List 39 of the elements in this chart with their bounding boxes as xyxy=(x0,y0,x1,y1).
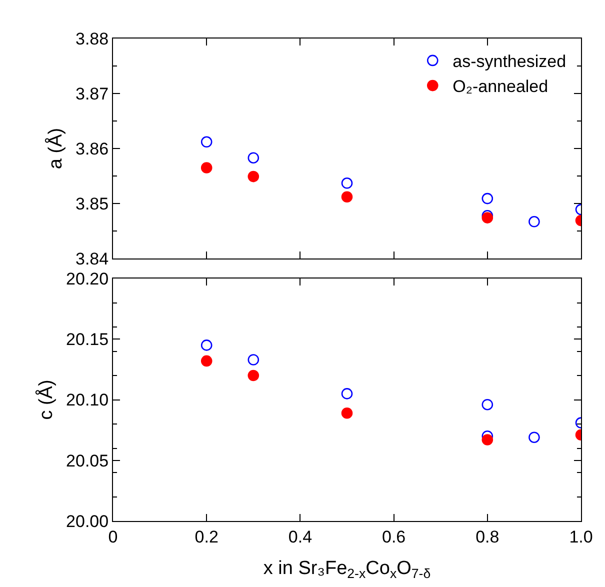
y-tick-label: 3.85 xyxy=(76,194,109,214)
x-tick-label: 0.4 xyxy=(288,527,312,546)
y-tick-label: 20.20 xyxy=(66,269,109,288)
point xyxy=(248,152,260,164)
point xyxy=(200,136,212,148)
y-tick-label: 20.00 xyxy=(66,512,109,531)
point xyxy=(482,434,494,446)
x-axis-title: x in Sr₃Fe$_{2-x}$Co$_{x}$O$_{7-δ}$ xyxy=(263,558,431,582)
y-tick-label: 20.05 xyxy=(66,451,109,470)
y-tick-label: 3.87 xyxy=(76,84,109,104)
legend-label: as-synthesized xyxy=(452,52,566,72)
x-tick-label: 0.2 xyxy=(194,527,218,546)
point xyxy=(248,170,260,182)
x-tick-label: 0.8 xyxy=(476,527,500,546)
point xyxy=(482,398,494,410)
y-tick-label: 20.15 xyxy=(66,330,109,350)
y-tick-label: 3.86 xyxy=(76,139,109,158)
point xyxy=(341,388,353,400)
point xyxy=(200,162,212,174)
point xyxy=(341,407,353,419)
point xyxy=(248,354,260,366)
point xyxy=(528,432,540,443)
x-tick-label: 0 xyxy=(108,527,118,546)
point xyxy=(482,212,494,224)
point xyxy=(528,216,540,228)
y-tick-label: 3.88 xyxy=(76,29,109,48)
y-tick-label: 20.10 xyxy=(66,390,109,410)
point xyxy=(200,340,212,351)
y-tick-label: 3.84 xyxy=(76,249,109,268)
y-axis-title: a (Å) xyxy=(44,128,66,170)
point xyxy=(341,178,353,189)
point xyxy=(341,191,353,203)
point xyxy=(200,355,212,367)
x-tick-label: 0.6 xyxy=(382,527,406,546)
y-axis-title: c (Å) xyxy=(34,380,57,420)
legend-label: O₂-annealed xyxy=(452,77,548,96)
point xyxy=(248,370,260,382)
point xyxy=(482,192,494,204)
x-tick-label: 1.0 xyxy=(569,527,593,546)
